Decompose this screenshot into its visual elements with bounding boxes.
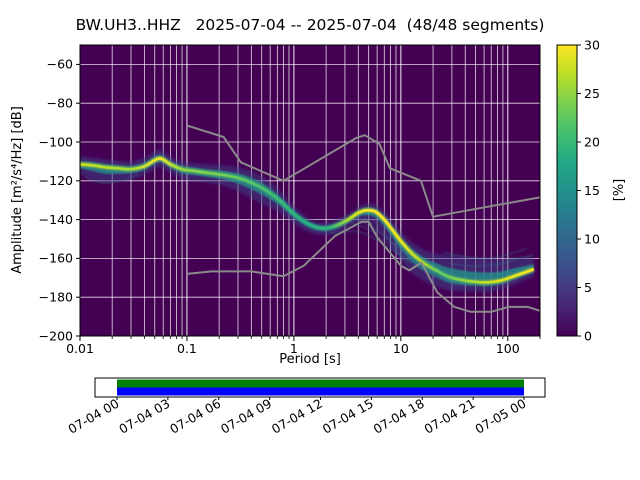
x-tick-label: 100 xyxy=(496,341,520,356)
psd-wisp-line xyxy=(451,253,534,267)
x-tick-label: 0.01 xyxy=(66,341,94,356)
colorbar-gradient xyxy=(557,45,577,336)
colorbar-label: [%] xyxy=(612,179,627,202)
y-tick-label: −180 xyxy=(39,290,73,305)
y-tick-label: −80 xyxy=(47,96,73,111)
colorbar-tick-label: 20 xyxy=(584,134,600,149)
timeline-extent-bar xyxy=(117,387,524,396)
high-noise-model-line xyxy=(186,124,540,218)
axes-frame xyxy=(79,44,541,337)
low-noise-model-line xyxy=(186,220,540,313)
timeline-tick-label: 07-04 12 xyxy=(269,396,325,437)
colorbar: 0 5 10 15 20 25 30 xyxy=(556,37,600,343)
y-tick-label: −100 xyxy=(39,134,73,149)
timeline-coverage-bar xyxy=(117,379,524,388)
plot-background xyxy=(80,45,540,336)
noise-model-lines xyxy=(186,124,540,313)
x-axis-label: Period [s] xyxy=(279,352,341,367)
y-tick-label: −60 xyxy=(47,57,73,72)
y-tick-label: −200 xyxy=(39,328,73,343)
axis-ticks: 0.01 0.1 1 10 100 −60 −80 −100 −120 −140 −160 −180 −… xyxy=(39,57,541,356)
colorbar-tick-label: 30 xyxy=(584,37,600,52)
y-tick-label: −120 xyxy=(39,173,73,188)
timeline-tick-label: 07-04 09 xyxy=(218,396,274,437)
psd-wisp-line xyxy=(351,222,449,284)
x-tick-label: 1 xyxy=(290,341,298,356)
colorbar-tick-label: 25 xyxy=(584,86,600,101)
main-axes: 0.01 0.1 1 10 100 −60 −80 −100 −120 −140 −160 −180 −… xyxy=(39,44,541,356)
psd-wisp-line xyxy=(443,248,527,260)
psd-probability-distribution xyxy=(80,149,535,293)
timeline-tick-label: 07-04 00 xyxy=(65,396,121,437)
y-tick-label: −160 xyxy=(39,251,73,266)
colorbar-tick-label: 0 xyxy=(584,328,592,343)
timeline-tick-label: 07-04 03 xyxy=(116,396,172,437)
timeline-tick-label: 07-04 15 xyxy=(320,396,376,437)
colorbar-tick-label: 5 xyxy=(584,280,592,295)
y-tick-label: −140 xyxy=(39,212,73,227)
timeline-tick-label: 07-04 06 xyxy=(167,396,223,437)
timeline-tick-label: 07-05 00 xyxy=(472,396,528,437)
colorbar-tick-label: 10 xyxy=(584,231,600,246)
timeline-tick-label: 07-04 21 xyxy=(421,396,477,437)
x-tick-label: 0.1 xyxy=(177,341,197,356)
plot-title: BW.UH3..HHZ 2025-07-04 -- 2025-07-04 (48… xyxy=(76,16,545,34)
timeline-tick-label: 07-04 18 xyxy=(371,396,427,437)
psd-wisp-line xyxy=(363,217,458,287)
psd-mode-line xyxy=(80,157,535,284)
colorbar-tick-label: 15 xyxy=(584,183,600,198)
x-tick-label: 10 xyxy=(393,341,409,356)
y-axis-label: Amplitude [m²/s⁴/Hz] [dB] xyxy=(10,106,25,274)
psd-wisp-line xyxy=(84,174,139,184)
